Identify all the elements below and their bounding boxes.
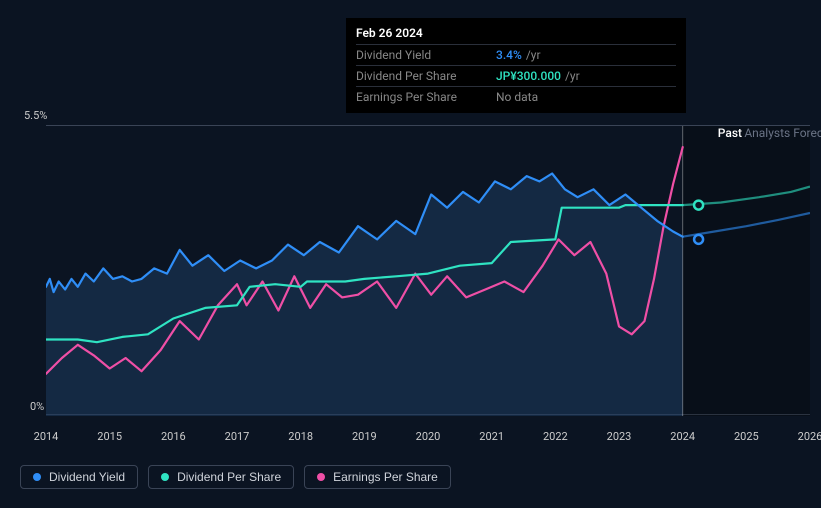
y-axis-max: 5.5%: [24, 109, 47, 122]
tooltip-label: Dividend Per Share: [356, 69, 496, 83]
legend-swatch: [161, 473, 169, 481]
tab-forecast[interactable]: Analysts Forecasts: [744, 126, 821, 140]
legend-swatch: [33, 473, 41, 481]
tooltip-label: Dividend Yield: [356, 48, 496, 62]
tooltip-row: Dividend Per ShareJP¥300.000/yr: [356, 65, 676, 86]
chart-container: 5.5% 0% Past Analysts Forecasts: [20, 105, 810, 415]
tooltip-row: Dividend Yield3.4% /yr: [356, 44, 676, 65]
x-tick: 2015: [97, 430, 122, 443]
legend-swatch: [317, 473, 325, 481]
plot-area[interactable]: Past Analysts Forecasts: [46, 125, 810, 415]
x-tick: 2024: [670, 430, 695, 443]
x-tick: 2022: [543, 430, 568, 443]
x-axis: 2014201520162017201820192020202120222023…: [46, 430, 810, 448]
tooltip: Feb 26 2024 Dividend Yield3.4%/yrDividen…: [346, 18, 686, 113]
y-axis-min: 0%: [30, 400, 44, 413]
tooltip-value: JP¥300.000: [496, 69, 561, 83]
tooltip-unit: /yr: [526, 48, 541, 62]
tooltip-unit: /yr: [565, 69, 580, 83]
tooltip-date: Feb 26 2024: [356, 24, 676, 44]
tab-past[interactable]: Past: [718, 126, 742, 140]
x-tick: 2021: [479, 430, 504, 443]
x-tick: 2025: [734, 430, 759, 443]
tooltip-nodata: No data: [496, 90, 538, 104]
x-tick: 2023: [607, 430, 632, 443]
legend-toggle[interactable]: Dividend Yield: [20, 465, 138, 489]
legend-label: Dividend Yield: [49, 470, 125, 484]
legend-toggle[interactable]: Dividend Per Share: [148, 465, 294, 489]
tooltip-row: Earnings Per ShareNo data: [356, 86, 676, 107]
x-tick: 2014: [34, 430, 59, 443]
x-tick: 2019: [352, 430, 377, 443]
legend: Dividend Yield Dividend Per Share Earnings…: [20, 465, 451, 489]
x-tick: 2016: [161, 430, 186, 443]
legend-label: Earnings Per Share: [333, 470, 438, 484]
legend-toggle[interactable]: Earnings Per Share: [304, 465, 451, 489]
x-tick: 2017: [225, 430, 250, 443]
tooltip-label: Earnings Per Share: [356, 90, 496, 104]
x-tick: 2026: [798, 430, 821, 443]
tooltip-value: 3.4%: [496, 48, 522, 62]
legend-label: Dividend Per Share: [177, 470, 281, 484]
x-tick: 2018: [288, 430, 313, 443]
x-tick: 2020: [416, 430, 441, 443]
